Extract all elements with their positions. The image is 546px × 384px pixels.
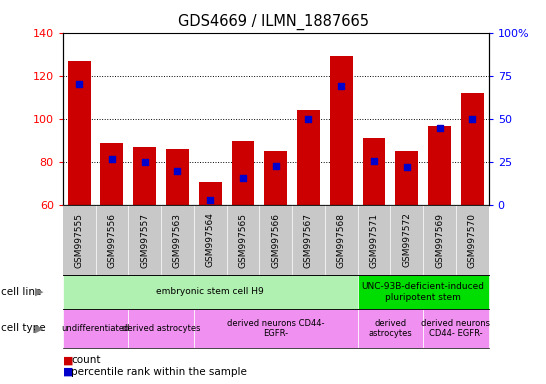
Text: percentile rank within the sample: percentile rank within the sample <box>71 367 247 377</box>
Text: ▶: ▶ <box>35 323 44 333</box>
Text: cell line: cell line <box>1 287 41 297</box>
Point <box>173 168 182 174</box>
Text: GSM997567: GSM997567 <box>304 212 313 268</box>
Text: GSM997563: GSM997563 <box>173 212 182 268</box>
Text: GSM997565: GSM997565 <box>239 212 247 268</box>
Bar <box>330 56 353 205</box>
Text: GSM997555: GSM997555 <box>75 212 84 268</box>
Text: GSM997566: GSM997566 <box>271 212 280 268</box>
Point <box>402 164 411 170</box>
Text: ▶: ▶ <box>35 287 44 297</box>
Text: embryonic stem cell H9: embryonic stem cell H9 <box>156 287 264 296</box>
Bar <box>428 126 451 205</box>
Text: cell type: cell type <box>1 323 46 333</box>
Text: derived neurons
CD44- EGFR-: derived neurons CD44- EGFR- <box>422 319 490 338</box>
Point <box>337 83 346 89</box>
Point <box>108 156 116 162</box>
Bar <box>133 147 156 205</box>
Bar <box>100 143 123 205</box>
Bar <box>461 93 484 205</box>
Bar <box>232 141 254 205</box>
Text: derived neurons CD44-
EGFR-: derived neurons CD44- EGFR- <box>227 319 324 338</box>
Point <box>75 81 84 88</box>
Text: GSM997570: GSM997570 <box>468 212 477 268</box>
Text: GSM997568: GSM997568 <box>337 212 346 268</box>
Text: GSM997571: GSM997571 <box>370 212 378 268</box>
Bar <box>199 182 222 205</box>
Point <box>468 116 477 122</box>
Point <box>370 157 378 164</box>
Bar <box>395 151 418 205</box>
Text: ■: ■ <box>63 355 73 365</box>
Point <box>239 175 247 181</box>
Text: undifferentiated: undifferentiated <box>61 324 130 333</box>
Text: GDS4669 / ILMN_1887665: GDS4669 / ILMN_1887665 <box>177 13 369 30</box>
Text: GSM997556: GSM997556 <box>108 212 116 268</box>
Text: UNC-93B-deficient-induced
pluripotent stem: UNC-93B-deficient-induced pluripotent st… <box>361 282 485 301</box>
Text: GSM997557: GSM997557 <box>140 212 149 268</box>
Point <box>206 197 215 204</box>
Text: derived astrocytes: derived astrocytes <box>122 324 200 333</box>
Text: ■: ■ <box>63 367 73 377</box>
Bar <box>166 149 189 205</box>
Point <box>271 163 280 169</box>
Text: GSM997564: GSM997564 <box>206 213 215 267</box>
Point <box>140 159 149 166</box>
Text: count: count <box>71 355 100 365</box>
Text: derived
astrocytes: derived astrocytes <box>369 319 412 338</box>
Bar <box>68 61 91 205</box>
Point <box>435 124 444 131</box>
Bar <box>297 111 320 205</box>
Text: GSM997572: GSM997572 <box>402 213 411 267</box>
Text: GSM997569: GSM997569 <box>435 212 444 268</box>
Bar <box>264 151 287 205</box>
Bar <box>363 139 385 205</box>
Point <box>304 116 313 122</box>
